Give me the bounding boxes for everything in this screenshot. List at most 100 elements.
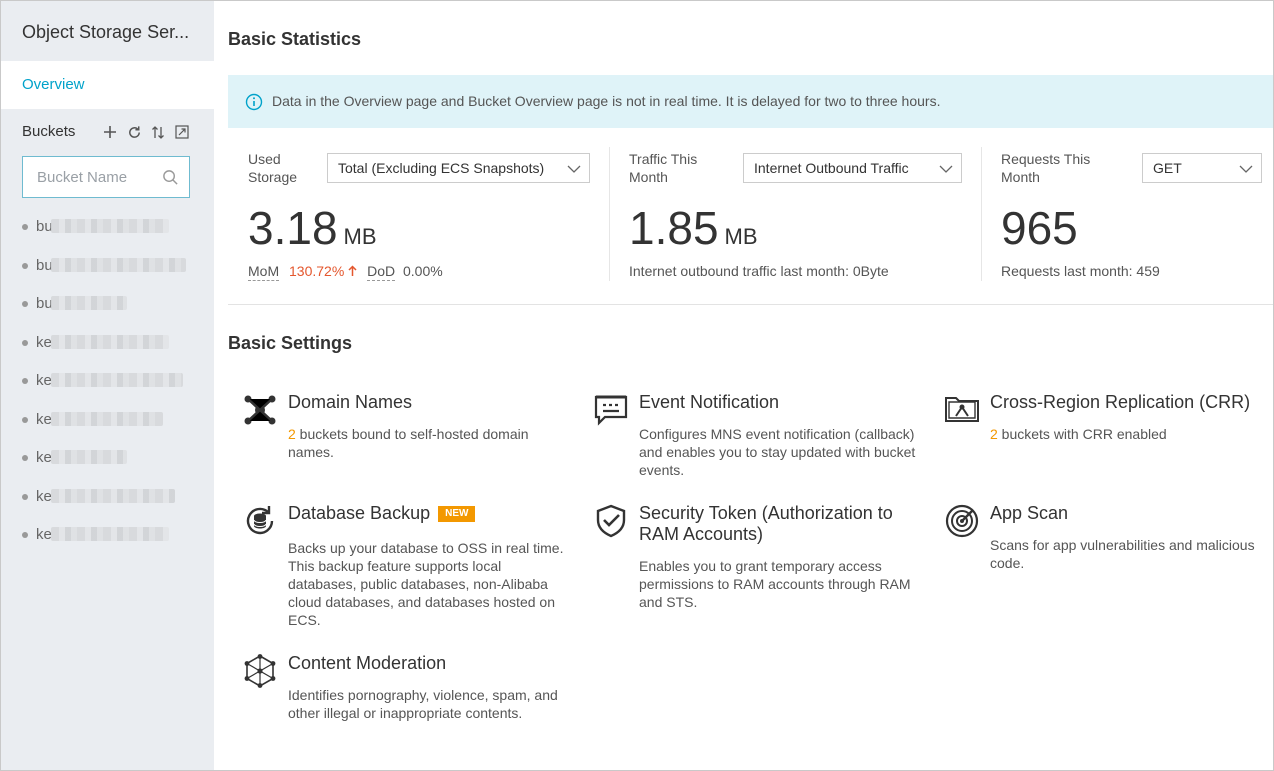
feature-cross-region-replication[interactable]: Cross-Region Replication (CRR) 2 buckets…	[944, 392, 1273, 452]
sidebar-title: Object Storage Ser...	[22, 22, 190, 42]
bullet-icon	[22, 224, 28, 230]
bucket-item[interactable]: bu	[1, 247, 214, 286]
feature-desc: Configures MNS event notification (callb…	[639, 426, 916, 478]
storage-type-dropdown[interactable]: Total (Excluding ECS Snapshots)	[327, 153, 590, 183]
feature-desc: Identifies pornography, violence, spam, …	[288, 687, 558, 721]
bucket-item[interactable]: ke	[1, 516, 214, 555]
bullet-icon	[22, 493, 28, 500]
traffic-unit: MB	[724, 224, 758, 249]
stat-divider	[981, 147, 982, 281]
stat-label-line1: Used	[248, 151, 281, 167]
traffic-last-month: Internet outbound traffic last month: 0B…	[629, 263, 889, 279]
feature-title-text: Database Backup	[288, 503, 431, 523]
feature-title: Content Moderation	[288, 653, 447, 673]
radar-scan-icon	[945, 504, 979, 538]
feature-event-notification[interactable]: Event Notification Configures MNS event …	[593, 392, 933, 482]
requests-last-month: Requests last month: 459	[1001, 263, 1160, 279]
buckets-header: Buckets	[1, 109, 214, 157]
dod-label[interactable]: DoD	[367, 263, 396, 281]
storage-trend: MoM 130.72% DoD 0.00%	[248, 263, 443, 281]
replication-folder-icon	[945, 397, 979, 422]
sidebar-item-overview[interactable]: Overview	[1, 61, 214, 109]
stat-divider	[609, 147, 610, 281]
bucket-name: ke	[36, 449, 52, 466]
bucket-item[interactable]: ke	[1, 401, 214, 440]
redacted-name	[51, 527, 169, 541]
bullet-icon	[22, 416, 28, 423]
bucket-item[interactable]: ke	[1, 324, 214, 363]
bullet-icon	[22, 532, 28, 538]
network-hub-icon	[244, 395, 276, 425]
feature-desc: Backs up your database to OSS in real ti…	[288, 540, 564, 628]
add-bucket-icon[interactable]	[101, 123, 119, 141]
dod-value: 0.00%	[402, 263, 443, 279]
bucket-item[interactable]: ke	[1, 439, 214, 478]
request-type-dropdown[interactable]: GET	[1142, 153, 1262, 183]
bucket-name: bu	[36, 295, 53, 312]
bucket-item[interactable]: bu	[1, 208, 214, 247]
redacted-name	[51, 219, 169, 233]
chevron-down-icon	[1239, 165, 1253, 173]
storage-value: 3.18 MB	[248, 201, 377, 255]
basic-statistics-title: Basic Statistics	[228, 29, 362, 49]
bucket-name: ke	[36, 487, 52, 505]
stat-label-line2: Month	[629, 169, 668, 185]
basic-settings-title: Basic Settings	[228, 333, 353, 353]
sort-icon[interactable]	[149, 123, 167, 141]
feature-title: Domain Names	[288, 392, 413, 412]
traffic-stat: Traffic This Month Internet Outbound Traf…	[629, 147, 969, 281]
bullet-icon	[22, 455, 28, 461]
traffic-type-dropdown[interactable]: Internet Outbound Traffic	[743, 153, 962, 183]
feature-title-line1: Security Token (Authorization to	[639, 503, 893, 523]
feature-security-token[interactable]: Security Token (Authorization to RAM Acco…	[593, 503, 933, 613]
bucket-item[interactable]: ke	[1, 362, 214, 401]
bullet-icon	[22, 339, 28, 346]
bucket-search-box[interactable]	[22, 156, 190, 198]
bucket-name: bu	[36, 218, 53, 235]
feature-title: Event Notification	[639, 392, 780, 412]
redacted-name	[51, 257, 186, 272]
bucket-item[interactable]: bu	[1, 285, 214, 324]
hexagon-network-icon	[244, 654, 276, 688]
storage-number: 3.18	[248, 202, 338, 254]
redacted-name	[51, 488, 175, 503]
feature-domain-names[interactable]: Domain Names 2 buckets bound to self-hos…	[242, 392, 582, 472]
mom-value: 130.72%	[289, 263, 345, 279]
bullet-icon	[22, 378, 28, 384]
database-backup-icon	[246, 506, 274, 535]
feature-count[interactable]: 2	[990, 426, 998, 442]
feature-desc: 2 buckets with CRR enabled	[990, 425, 1274, 443]
feature-count[interactable]: 2	[288, 426, 296, 442]
requests-last-month-value: 459	[1136, 263, 1160, 279]
feature-desc: Enables you to grant temporary access pe…	[639, 558, 911, 610]
dropdown-value: Total (Excluding ECS Snapshots)	[338, 160, 545, 176]
redacted-name	[51, 373, 183, 387]
notice-text: Data in the Overview page and Bucket Ove…	[272, 93, 941, 109]
bucket-item[interactable]: ke	[1, 478, 214, 517]
feature-desc-text: buckets bound to self-hosted domain name…	[288, 426, 529, 460]
bucket-name: bu	[36, 256, 53, 274]
feature-desc-text: buckets with CRR enabled	[997, 426, 1167, 442]
feature-desc: 2 buckets bound to self-hosted domain na…	[288, 425, 573, 461]
stat-label-line2: Month	[1001, 169, 1040, 185]
feature-title-line2: RAM Accounts)	[639, 524, 764, 544]
traffic-value: 1.85 MB	[629, 201, 758, 255]
expand-icon[interactable]	[173, 123, 191, 141]
search-icon[interactable]	[162, 169, 179, 186]
feature-title: Security Token (Authorization to RAM Acco…	[639, 503, 893, 545]
requests-value: 965	[1001, 202, 1078, 254]
feature-database-backup[interactable]: Database Backup NEW Backs up your databas…	[242, 503, 582, 633]
redacted-name	[51, 450, 127, 464]
bucket-search-input[interactable]	[23, 157, 153, 197]
mom-label[interactable]: MoM	[248, 263, 280, 281]
bullet-icon	[22, 262, 28, 269]
feature-title: App Scan	[990, 503, 1069, 523]
stat-label-line2: Storage	[248, 169, 298, 185]
refresh-icon[interactable]	[125, 123, 143, 141]
feature-content-moderation[interactable]: Content Moderation Identifies pornograph…	[242, 653, 582, 743]
bullet-icon	[22, 301, 28, 307]
section-divider	[228, 304, 1273, 305]
feature-app-scan[interactable]: App Scan Scans for app vulnerabilities a…	[944, 503, 1273, 573]
storage-unit: MB	[343, 224, 377, 249]
stat-label: Requests This Month	[1001, 150, 1090, 186]
